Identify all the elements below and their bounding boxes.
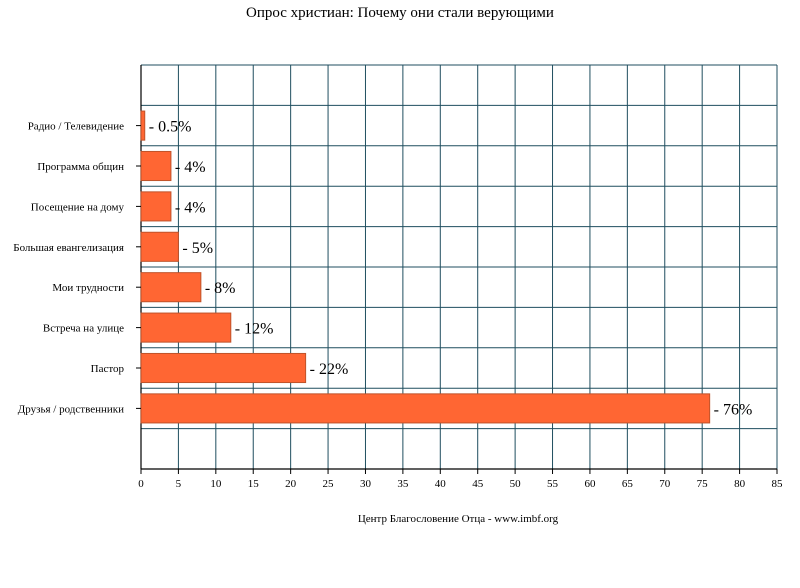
x-tick-label: 70 bbox=[659, 478, 671, 490]
category-label: Программа общин bbox=[37, 161, 124, 173]
data-label: - 76% bbox=[714, 401, 753, 418]
x-tick-label: 0 bbox=[138, 478, 144, 490]
chart-title: Опрос христиан: Почему они стали верующи… bbox=[246, 5, 554, 21]
data-label: - 12% bbox=[235, 321, 274, 338]
x-tick-label: 75 bbox=[697, 478, 709, 490]
data-label: - 8% bbox=[205, 280, 236, 297]
x-tick-label: 40 bbox=[435, 478, 447, 490]
bar bbox=[140, 352, 307, 384]
category-label: Мои трудности bbox=[52, 282, 124, 294]
data-label: - 22% bbox=[310, 361, 349, 378]
x-axis-title: Центр Благословение Отца - www.imbf.org bbox=[358, 513, 559, 525]
x-tick-label: 20 bbox=[285, 478, 297, 490]
x-tick-label: 55 bbox=[547, 478, 559, 490]
data-labels: - 0.5% - 4% - 4% - 5% - 8% - 12% - 22% - 76% bbox=[149, 119, 753, 419]
category-label: Радио / Телевидение bbox=[28, 121, 124, 133]
x-tick-label: 25 bbox=[323, 478, 335, 490]
bar bbox=[140, 231, 179, 262]
x-tick-label: 85 bbox=[772, 478, 784, 490]
bar bbox=[140, 312, 232, 343]
x-tick-label: 45 bbox=[472, 478, 484, 490]
x-tick-label: 80 bbox=[734, 478, 746, 490]
category-label: Пастор bbox=[91, 363, 125, 375]
bar bbox=[140, 191, 172, 222]
category-label: Встреча на улице bbox=[43, 323, 124, 335]
x-tick-label: 65 bbox=[622, 478, 634, 490]
category-label: Посещение на дому bbox=[31, 201, 125, 213]
x-tick-label: 50 bbox=[510, 478, 522, 490]
x-tick-label: 15 bbox=[248, 478, 260, 490]
data-label: - 0.5% bbox=[149, 119, 192, 136]
bar bbox=[140, 393, 711, 424]
x-tick-label: 10 bbox=[210, 478, 222, 490]
category-label: Большая евангелизация bbox=[13, 242, 124, 254]
category-label: Друзья / родственники bbox=[18, 403, 124, 415]
category-labels: Радио / Телевидение Программа общин Посеще… bbox=[13, 121, 124, 416]
x-tick-label: 30 bbox=[360, 478, 372, 490]
x-tick-label: 35 bbox=[397, 478, 409, 490]
data-label: - 5% bbox=[182, 240, 213, 257]
bar bbox=[140, 150, 172, 182]
bar bbox=[140, 272, 202, 303]
data-label: - 4% bbox=[175, 159, 206, 176]
x-tick-label: 5 bbox=[176, 478, 182, 490]
bars bbox=[140, 110, 711, 424]
x-axis-ticks: 0 5 10 15 20 25 30 35 40 45 50 55 60 65 70 75 80 85 bbox=[136, 125, 784, 490]
bar bbox=[140, 110, 146, 141]
data-label: - 4% bbox=[175, 199, 206, 216]
x-tick-label: 60 bbox=[584, 478, 596, 490]
